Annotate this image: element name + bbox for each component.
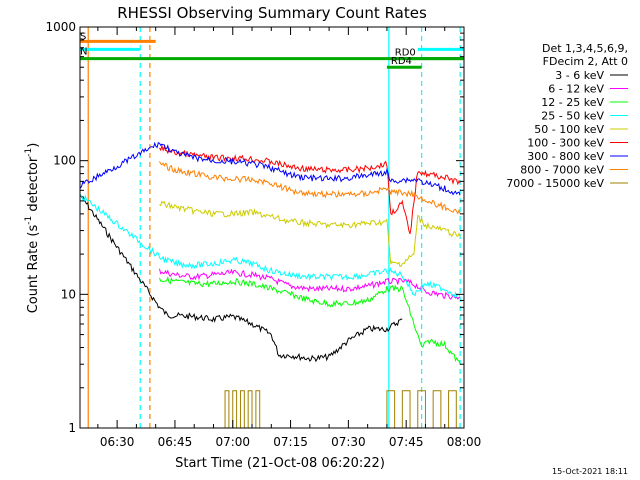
x-axis: 06:30 06:45 07:00 07:15 07:30 07:45 08:00 xyxy=(97,27,482,449)
y-axis-label-exp2: -1 xyxy=(24,148,34,157)
state-bar-label: S xyxy=(80,31,86,42)
legend-entry-6-12-kev: 6 - 12 keV xyxy=(548,83,604,96)
plot-frame xyxy=(79,26,465,429)
series-group xyxy=(80,141,461,428)
legend-entry-300-800-kev: 300 - 800 keV xyxy=(527,150,604,163)
y-axis-label-main: Count Rate (s xyxy=(26,225,41,314)
y-axis: 1 10 100 1000 xyxy=(45,20,464,435)
x-axis-label: Start Time (21-Oct-08 06:20:22) xyxy=(175,456,385,471)
series-800-7000-kev-line xyxy=(159,161,461,215)
legend-header-line2: FDecim 2, Att 0 xyxy=(543,55,628,68)
vertical-markers-group xyxy=(87,27,461,428)
x-tick-label: 07:15 xyxy=(273,435,308,449)
x-tick-label: 06:45 xyxy=(158,435,193,449)
chart-title: RHESSI Observing Summary Count Rates xyxy=(117,4,427,22)
y-axis-label-exp: -1 xyxy=(24,216,34,225)
legend-entry-7000-15000-kev: 7000 - 15000 keV xyxy=(506,177,604,190)
y-axis-label-tail: detector xyxy=(26,156,41,216)
legend-entry-3-6-kev: 3 - 6 keV xyxy=(555,69,604,82)
series-50-100-kev-line xyxy=(159,200,461,268)
legend-entry-800-7000-kev: 800 - 7000 keV xyxy=(520,164,604,177)
legend-entry-100-300-kev: 100 - 300 keV xyxy=(527,137,604,150)
legend-entry-12-25-kev: 12 - 25 keV xyxy=(541,96,604,109)
state-bar-label: RD0 xyxy=(395,48,416,59)
y-axis-label: Count Rate (s-1 detector-1) xyxy=(24,143,41,314)
footer-timestamp: 15-Oct-2021 18:11 xyxy=(552,467,628,476)
legend: Det 1,3,4,5,6,9, FDecim 2, Att 0 3 - 6 k… xyxy=(506,42,628,190)
y-tick-label: 1000 xyxy=(45,20,76,34)
y-tick-label: 10 xyxy=(61,287,76,301)
series-12-25-kev-line xyxy=(159,275,461,365)
legend-header-line1: Det 1,3,4,5,6,9, xyxy=(542,42,628,55)
y-axis-label-close: ) xyxy=(26,143,41,148)
x-tick-label: 07:45 xyxy=(389,435,424,449)
state-bar-label: N xyxy=(80,46,87,57)
y-tick-label: 100 xyxy=(53,154,76,168)
legend-entry-25-50-kev: 25 - 50 keV xyxy=(541,110,604,123)
series-3-6-kev-line xyxy=(80,195,403,363)
series-6-12-kev-line xyxy=(159,268,461,300)
series-300-800-kev-line xyxy=(80,141,461,196)
x-tick-label: 06:30 xyxy=(100,435,135,449)
series-25-50-kev-line xyxy=(80,194,461,299)
y-tick-label: 1 xyxy=(68,421,76,435)
legend-entry-50-100-kev: 50 - 100 keV xyxy=(534,123,604,136)
x-tick-label: 08:00 xyxy=(447,435,482,449)
x-tick-label: 07:00 xyxy=(215,435,250,449)
x-tick-label: 07:30 xyxy=(331,435,366,449)
state-bar-label: RD4 xyxy=(391,56,412,67)
